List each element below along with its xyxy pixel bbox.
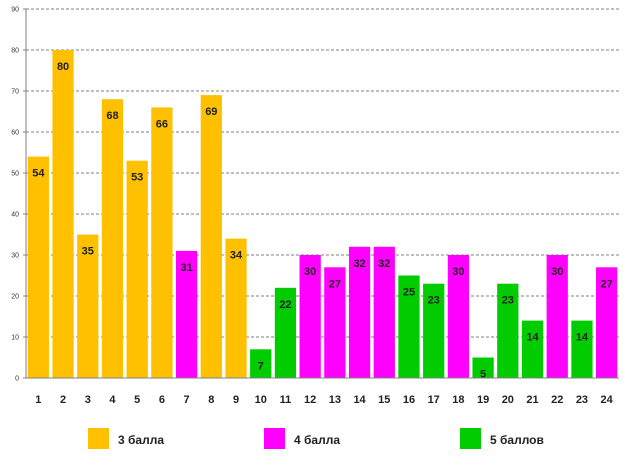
x-tick-label: 14 [353, 394, 366, 406]
x-tick-label: 19 [477, 394, 489, 406]
x-tick-label: 12 [304, 394, 316, 406]
x-tick-label: 4 [109, 394, 116, 406]
legend-item-4: 4 балла [264, 428, 340, 449]
data-label-23: 14 [576, 332, 589, 344]
legend-item-5: 5 баллов [460, 428, 544, 449]
y-tick-label: 40 [11, 212, 19, 219]
data-label-8: 69 [205, 106, 217, 118]
data-label-19: 5 [480, 369, 486, 381]
y-tick-label: 70 [11, 89, 19, 96]
x-tick-label: 7 [184, 394, 190, 406]
x-tick-label: 10 [255, 394, 267, 406]
data-label-11: 22 [279, 299, 291, 311]
bar-22 [546, 255, 568, 378]
x-axis: 1 2 3 4 5 6 7 8 9 10 11 12 13 14 15 16 17 18 19 20 21 22 23 24 [26, 377, 619, 406]
grid-lines [26, 8, 619, 338]
legend-label: 4 балла [294, 433, 340, 447]
legend-label: 3 балла [118, 433, 164, 447]
bar-11 [274, 287, 297, 378]
data-label-16: 25 [403, 287, 415, 299]
bar-21 [521, 320, 544, 378]
bar-16 [398, 275, 420, 378]
x-tick-label: 1 [35, 394, 41, 406]
bar-20 [497, 283, 519, 378]
bar-9 [225, 238, 247, 378]
bar-18 [447, 255, 470, 378]
bar-10 [250, 349, 272, 378]
y-tick-label: 10 [11, 335, 19, 342]
bar-6 [151, 107, 173, 379]
y-tick-label: 90 [11, 7, 19, 14]
x-tick-label: 5 [134, 394, 140, 406]
data-label-3: 35 [82, 246, 94, 258]
data-label-7: 31 [180, 262, 192, 274]
data-label-2: 80 [57, 61, 69, 73]
legend-label: 5 баллов [490, 433, 544, 447]
legend-swatch [88, 428, 109, 449]
bar-4 [101, 99, 124, 378]
legend: 3 балла 4 балла 5 баллов [88, 428, 544, 449]
x-tick-label: 2 [60, 394, 66, 406]
y-tick-label: 30 [11, 253, 19, 260]
x-tick-label: 9 [233, 394, 239, 406]
x-tick-label: 21 [526, 394, 538, 406]
x-tick-label: 23 [576, 394, 588, 406]
x-tick-label: 20 [502, 394, 514, 406]
y-tick-label: 80 [11, 48, 19, 55]
x-tick-label: 3 [85, 394, 91, 406]
data-label-15: 32 [378, 258, 390, 270]
bar-2 [52, 50, 74, 378]
bar-12 [299, 255, 321, 378]
data-label-5: 53 [131, 172, 143, 184]
data-label-4: 68 [106, 110, 118, 122]
data-label-12: 30 [304, 266, 316, 278]
bar-8 [200, 95, 222, 378]
bar-24 [596, 267, 618, 378]
data-label-10: 7 [258, 360, 264, 372]
data-label-14: 32 [353, 258, 365, 270]
bar-19 [472, 357, 494, 378]
data-label-20: 23 [502, 295, 514, 307]
x-tick-label: 15 [378, 394, 390, 406]
y-tick-label: 20 [11, 294, 19, 301]
y-axis: 0 10 20 30 40 50 60 70 80 90 [11, 7, 27, 383]
x-tick-label: 13 [329, 394, 341, 406]
bar-1 [27, 156, 49, 378]
x-tick-label: 8 [208, 394, 214, 406]
x-tick-label: 6 [159, 394, 165, 406]
legend-swatch [264, 428, 285, 449]
x-tick-label: 24 [601, 394, 614, 406]
y-tick-label: 60 [11, 130, 19, 137]
bar-14 [348, 246, 371, 378]
data-label-17: 23 [428, 295, 440, 307]
bar-13 [324, 267, 346, 378]
bar-23 [571, 320, 593, 378]
x-tick-label: 17 [428, 394, 440, 406]
data-label-24: 27 [601, 278, 613, 290]
bar-17 [423, 283, 445, 378]
data-label-6: 66 [156, 118, 168, 130]
y-tick-label: 0 [15, 376, 19, 383]
data-label-9: 34 [230, 250, 243, 262]
data-label-22: 30 [551, 266, 563, 278]
legend-item-3: 3 балла [88, 428, 164, 449]
y-tick-label: 50 [11, 171, 19, 178]
bars: 54 80 35 68 53 66 31 69 34 7 22 30 27 32 32 25 23 30 5 23 14… [27, 50, 618, 381]
data-label-21: 14 [526, 332, 539, 344]
x-tick-label: 16 [403, 394, 415, 406]
bar-5 [126, 160, 148, 378]
data-label-1: 54 [32, 168, 45, 180]
legend-swatch [460, 428, 481, 449]
x-tick-label: 22 [551, 394, 563, 406]
bar-7 [175, 250, 198, 378]
bar-3 [77, 234, 99, 378]
data-label-18: 30 [452, 266, 464, 278]
bar-15 [373, 246, 395, 378]
x-tick-label: 11 [280, 394, 292, 406]
x-tick-label: 18 [452, 394, 464, 406]
data-label-13: 27 [329, 278, 341, 290]
